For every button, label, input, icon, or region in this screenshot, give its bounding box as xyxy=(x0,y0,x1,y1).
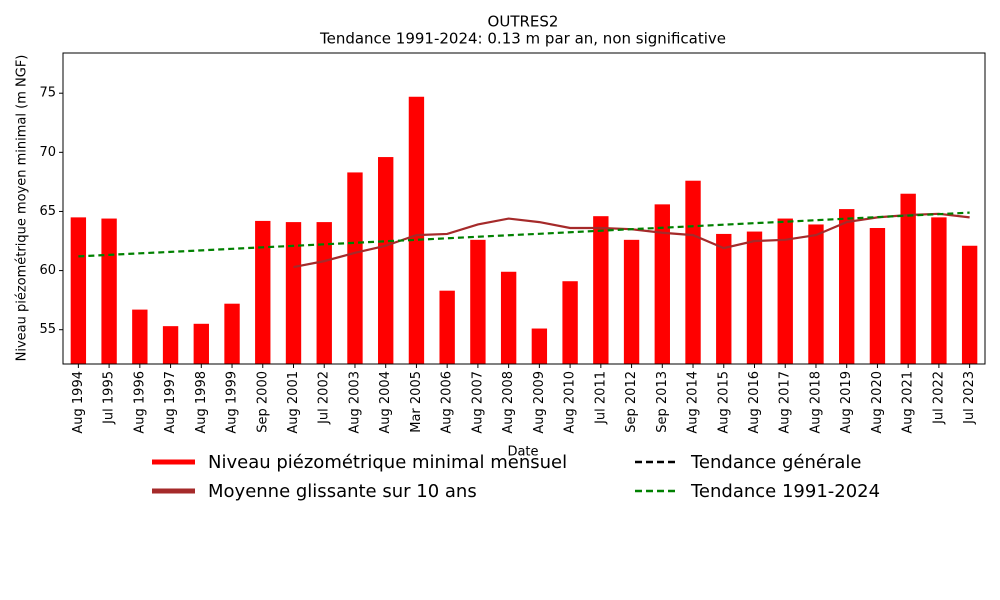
bar xyxy=(531,328,548,364)
bar xyxy=(162,326,179,364)
x-tick-label: Aug 1996 xyxy=(132,371,147,434)
y-tick-label: 75 xyxy=(39,86,56,101)
bar xyxy=(654,204,670,364)
y-tick-label: 55 xyxy=(39,322,56,337)
bar xyxy=(716,233,732,364)
x-tick-label: Mar 2005 xyxy=(409,371,424,433)
bar xyxy=(839,209,855,364)
bar xyxy=(562,281,578,364)
x-tick-label: Aug 2020 xyxy=(870,371,885,434)
bar xyxy=(931,217,947,364)
bar xyxy=(347,172,363,364)
x-tick-label: Aug 2009 xyxy=(532,371,547,434)
x-tick-label: Aug 2003 xyxy=(347,371,362,434)
x-tick-label: Jul 2022 xyxy=(931,371,946,425)
x-tick-label: Aug 2016 xyxy=(747,371,762,434)
x-tick-label: Aug 2010 xyxy=(563,371,578,434)
x-tick-label: Aug 2006 xyxy=(440,371,455,434)
bar xyxy=(593,216,609,364)
x-tick-label: Jul 1995 xyxy=(102,371,117,425)
bar xyxy=(961,245,978,364)
bar xyxy=(470,239,486,364)
bar xyxy=(685,180,701,364)
x-tick-label: Aug 1999 xyxy=(225,371,240,434)
x-axis-label: Date xyxy=(507,445,538,460)
x-tick-label: Aug 2007 xyxy=(470,371,485,434)
bar xyxy=(500,271,517,364)
chart-title: OUTRES2 xyxy=(488,13,559,31)
x-tick-label: Jul 2023 xyxy=(962,371,977,425)
bar xyxy=(439,290,455,364)
bar xyxy=(746,231,763,364)
bar xyxy=(408,96,425,364)
x-tick-label: Aug 2015 xyxy=(716,371,731,434)
x-tick-label: Sep 2013 xyxy=(655,371,670,433)
bar xyxy=(193,323,209,364)
legend-label: Niveau piézométrique minimal mensuel xyxy=(208,452,567,473)
x-tick-label: Aug 2014 xyxy=(686,371,701,434)
x-tick-label: Sep 2000 xyxy=(255,371,270,433)
chart-subtitle: Tendance 1991-2024: 0.13 m par an, non s… xyxy=(319,30,726,48)
bar xyxy=(132,309,148,364)
plot-frame xyxy=(62,52,986,365)
bar xyxy=(255,220,271,364)
y-tick-label: 60 xyxy=(39,263,56,278)
legend-label: Tendance générale xyxy=(690,452,861,473)
x-tick-label: Aug 2004 xyxy=(378,371,393,434)
x-tick-label: Aug 2019 xyxy=(839,371,854,434)
x-tick-label: Aug 2021 xyxy=(901,371,916,434)
x-tick-label: Aug 1998 xyxy=(194,371,209,434)
y-tick-label: 70 xyxy=(39,145,56,160)
x-tick-label: Aug 2001 xyxy=(286,371,301,434)
bar xyxy=(70,217,87,364)
bar xyxy=(285,222,302,364)
bar xyxy=(224,303,240,364)
legend-label: Moyenne glissante sur 10 ans xyxy=(208,481,477,502)
line xyxy=(78,211,970,258)
x-tick-label: Aug 2018 xyxy=(808,371,823,434)
bar xyxy=(869,228,886,364)
x-tick-label: Aug 1997 xyxy=(163,371,178,434)
x-tick-label: Jul 2002 xyxy=(317,371,332,425)
bar xyxy=(623,239,640,364)
bar xyxy=(777,218,793,364)
bar xyxy=(101,218,117,364)
x-tick-label: Aug 2008 xyxy=(501,371,516,434)
bar xyxy=(316,222,332,364)
y-axis-label: Niveau piézométrique moyen minimal (m NG… xyxy=(15,55,30,362)
x-tick-label: Sep 2012 xyxy=(624,371,639,433)
bar xyxy=(808,224,824,364)
y-tick-label: 65 xyxy=(39,204,56,219)
bar xyxy=(900,193,916,364)
bar xyxy=(378,157,394,364)
x-tick-label: Aug 1994 xyxy=(71,371,86,434)
x-tick-label: Jul 2011 xyxy=(593,371,608,425)
legend-label: Tendance 1991-2024 xyxy=(690,481,880,502)
x-tick-label: Aug 2017 xyxy=(778,371,793,434)
